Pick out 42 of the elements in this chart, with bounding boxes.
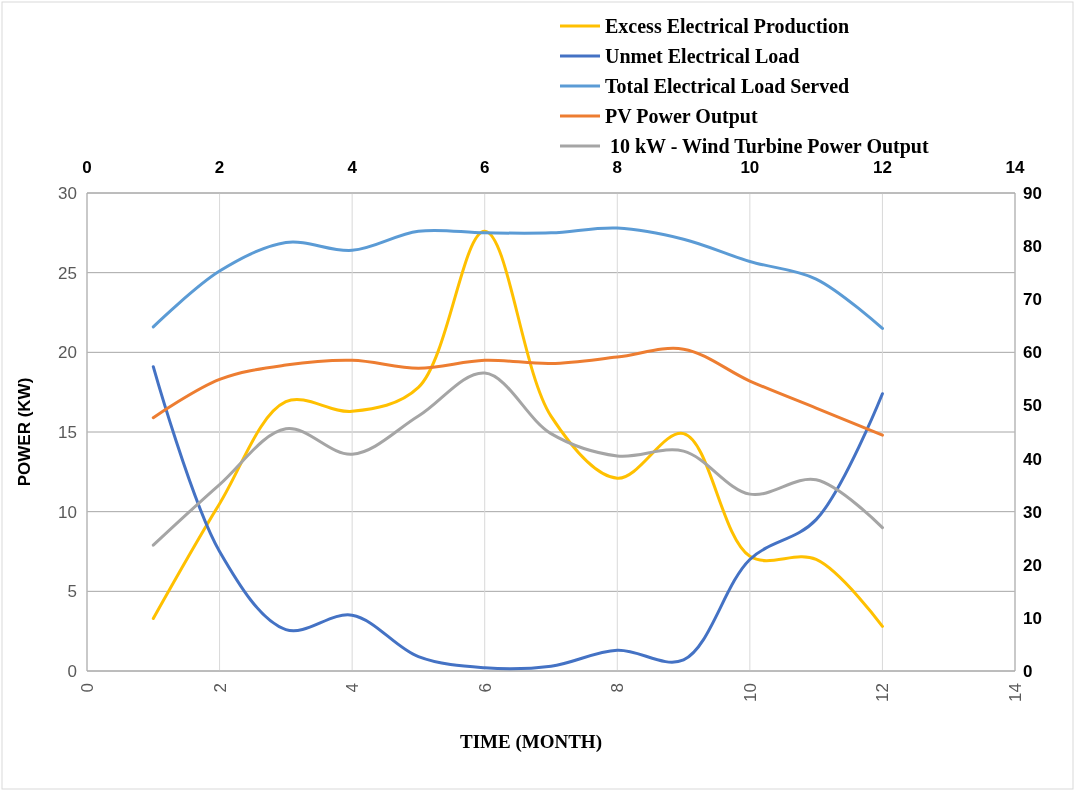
legend-label: Excess Electrical Production bbox=[605, 15, 850, 37]
y2-tick-label: 10 bbox=[1023, 608, 1042, 628]
y2-tick-label: 60 bbox=[1023, 343, 1042, 363]
x2-tick-label: 4 bbox=[347, 158, 358, 177]
y2-tick-label: 30 bbox=[1023, 502, 1042, 522]
x-tick-label: 8 bbox=[608, 683, 628, 693]
line-series bbox=[151, 226, 884, 330]
y-tick-label: 10 bbox=[58, 502, 77, 522]
x-tick-label: 12 bbox=[873, 683, 893, 702]
legend-label: Total Electrical Load Served bbox=[605, 75, 850, 97]
y2-tick-label: 20 bbox=[1023, 555, 1042, 575]
x2-tick-label: 12 bbox=[872, 158, 892, 177]
y2-tick-label: 70 bbox=[1023, 290, 1042, 310]
x-axis-title: TIME (MONTH) bbox=[460, 731, 602, 753]
x-tick-label: 14 bbox=[1005, 683, 1025, 702]
x2-tick-label: 6 bbox=[479, 158, 490, 177]
line-series bbox=[151, 229, 884, 628]
y-tick-label: 30 bbox=[58, 183, 77, 203]
x2-tick-label: 14 bbox=[1005, 158, 1025, 177]
x-tick-label: 6 bbox=[475, 683, 495, 693]
y2-tick-label: 90 bbox=[1023, 183, 1042, 203]
x-tick-label: 10 bbox=[740, 683, 760, 702]
y-tick-label: 25 bbox=[58, 263, 77, 283]
line-series bbox=[151, 365, 884, 671]
y-tick-label: 15 bbox=[58, 422, 77, 442]
x-tick-label: 2 bbox=[210, 683, 230, 693]
legend-label: Unmet Electrical Load bbox=[605, 45, 800, 67]
y2-tick-label: 80 bbox=[1023, 237, 1042, 257]
y-axis-title: POWER (KW) bbox=[15, 377, 34, 487]
legend-label: PV Power Output bbox=[605, 105, 758, 128]
x2-tick-label: 0 bbox=[82, 158, 92, 177]
legend-label: 10 kW - Wind Turbine Power Output bbox=[605, 135, 929, 158]
x-tick-label: 0 bbox=[77, 683, 97, 693]
y2-tick-label: 40 bbox=[1023, 449, 1042, 469]
y-tick-label: 5 bbox=[67, 582, 77, 602]
x-tick-label: 4 bbox=[343, 683, 363, 693]
line-series bbox=[151, 346, 884, 437]
y-tick-label: 20 bbox=[58, 343, 77, 363]
x2-tick-label: 8 bbox=[612, 158, 623, 177]
y2-tick-label: 50 bbox=[1023, 396, 1042, 416]
x2-tick-label: 10 bbox=[740, 158, 760, 177]
x2-tick-label: 2 bbox=[214, 158, 225, 177]
